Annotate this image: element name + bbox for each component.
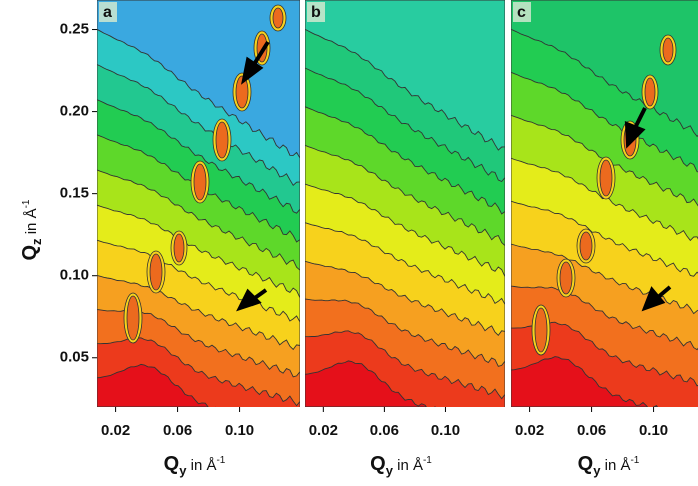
axis-label: Qy in Å-1	[164, 453, 226, 478]
peak-core	[126, 295, 140, 341]
label-unit: in Å	[186, 457, 216, 474]
label-sub: z	[29, 238, 44, 245]
panel-label-box	[99, 2, 117, 22]
x-tick-label: 0.06	[577, 422, 606, 439]
y-tick-label: 0.25	[60, 21, 89, 38]
label-exp: -1	[630, 455, 639, 466]
label-unit: in Å	[600, 457, 630, 474]
label-unit: in Å	[393, 457, 423, 474]
peak-core	[235, 75, 249, 109]
arrowhead	[624, 120, 646, 149]
axis-label: Qy in Å-1	[370, 453, 432, 478]
label-main: Q	[370, 453, 386, 475]
contour-band	[305, 0, 505, 151]
x-tick-label: 0.10	[639, 422, 668, 439]
x-tick-label: 0.10	[225, 422, 254, 439]
label-unit: in Å	[23, 208, 40, 238]
x-tick-label: 0.10	[431, 422, 460, 439]
label-exp: -1	[423, 455, 432, 466]
contour-area	[511, 0, 698, 407]
peak-core	[559, 261, 573, 295]
peak-core	[193, 163, 207, 201]
x-tick-label: 0.02	[515, 422, 544, 439]
peak-core	[534, 307, 548, 353]
panel: b 0.02 0.06 0.10 Qy in Å-1	[305, 0, 505, 478]
peak-core	[272, 7, 284, 29]
plots: a 0.02 0.06 0.10 0.05 0.10 0.15 0.20 0.25 Qy in Å…	[19, 0, 698, 478]
arrowhead	[641, 286, 666, 312]
contour-band	[97, 0, 300, 159]
annotations	[236, 40, 672, 312]
panel-label-box	[307, 2, 325, 22]
label-sub: y	[593, 463, 601, 478]
x-tick-label: 0.06	[163, 422, 192, 439]
peak-core	[644, 77, 656, 107]
y-tick-label: 0.10	[60, 267, 89, 284]
label-exp: -1	[216, 455, 225, 466]
contour-area	[305, 0, 505, 407]
label-sub: y	[386, 463, 394, 478]
label-main: Q	[164, 453, 180, 475]
arrowhead	[236, 288, 262, 312]
panel-label: b	[311, 4, 321, 21]
peak-core	[599, 159, 613, 197]
panel-label: a	[103, 4, 112, 21]
arrowhead	[241, 56, 264, 85]
y-tick-label: 0.20	[60, 103, 89, 120]
label-main: Q	[578, 453, 594, 475]
peak-core	[215, 121, 229, 159]
x-tick-label: 0.06	[370, 422, 399, 439]
contour-area	[97, 0, 300, 407]
peak-core	[149, 253, 163, 291]
label-exp: -1	[21, 199, 32, 208]
label-main: Q	[19, 245, 41, 261]
peak-core	[579, 231, 593, 261]
arrow	[251, 40, 270, 68]
peak-core	[173, 233, 185, 263]
axis-label: Qz in Å-1	[19, 199, 44, 260]
y-tick-label: 0.05	[60, 349, 89, 366]
y-tick-label: 0.15	[60, 185, 89, 202]
axis-label: Qy in Å-1	[578, 453, 640, 478]
panel: c 0.02 0.06 0.10 Qy in Å-1	[511, 0, 698, 478]
x-tick-label: 0.02	[309, 422, 338, 439]
peak-core	[662, 37, 674, 63]
x-tick-label: 0.02	[101, 422, 130, 439]
panel-label: c	[517, 4, 526, 21]
label-sub: y	[179, 463, 187, 478]
panel-label-box	[513, 2, 531, 22]
